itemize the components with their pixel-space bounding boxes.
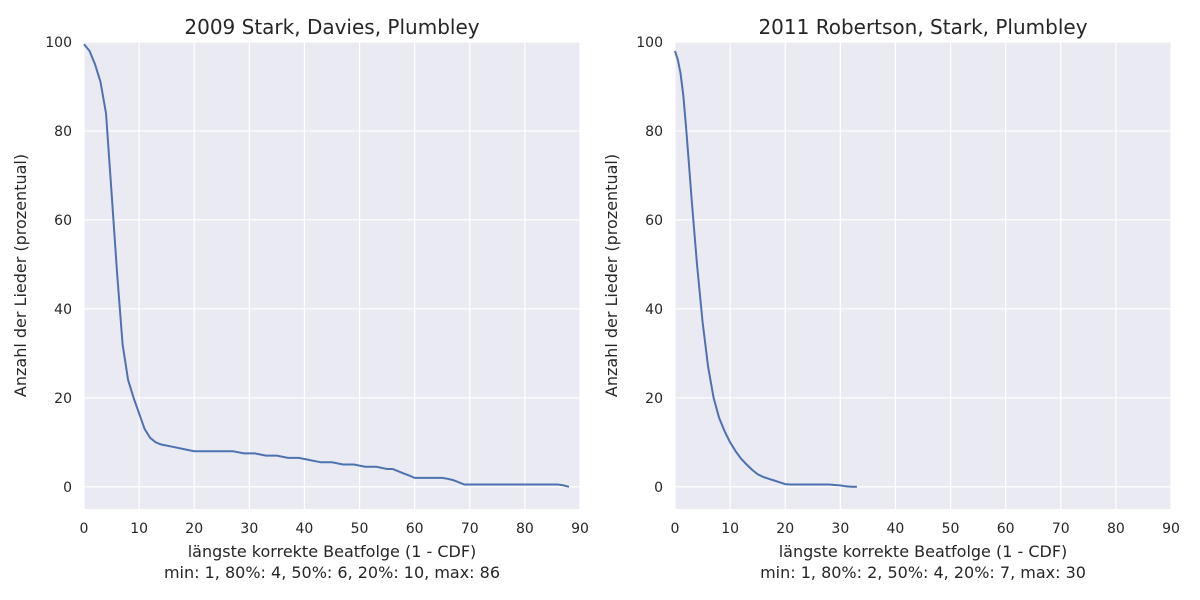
x-axis-label: längste korrekte Beatfolge (1 - CDF) bbox=[779, 542, 1068, 561]
x-axis-stats: min: 1, 80%: 2, 50%: 4, 20%: 7, max: 30 bbox=[760, 563, 1086, 582]
x-axis-label: längste korrekte Beatfolge (1 - CDF) bbox=[188, 542, 477, 561]
x-tick-label: 40 bbox=[296, 521, 314, 537]
y-tick-label: 80 bbox=[645, 124, 663, 140]
x-tick-label: 50 bbox=[351, 521, 369, 537]
x-tick-label: 50 bbox=[942, 521, 960, 537]
plot-area bbox=[675, 42, 1171, 509]
x-tick-label: 20 bbox=[776, 521, 794, 537]
y-tick-label: 40 bbox=[645, 302, 663, 318]
chart-panel-1: 0 10 20 30 40 50 60 70 80 90 0 20 40 60 80 100 2009 Star… bbox=[11, 15, 589, 582]
series-line bbox=[83, 43, 570, 488]
y-tick-label: 20 bbox=[645, 391, 663, 407]
x-tick-label: 60 bbox=[997, 521, 1015, 537]
x-tick-label: 70 bbox=[1052, 521, 1070, 537]
x-axis-stats: min: 1, 80%: 4, 50%: 6, 20%: 10, max: 86 bbox=[164, 563, 500, 582]
y-tick-label: 20 bbox=[54, 391, 72, 407]
chart-title: 2011 Robertson, Stark, Plumbley bbox=[758, 15, 1087, 39]
y-axis-label: Anzahl der Lieder (prozentual) bbox=[602, 154, 621, 397]
y-axis-label: Anzahl der Lieder (prozentual) bbox=[11, 154, 30, 397]
plot-area bbox=[84, 42, 580, 509]
x-tick-label: 10 bbox=[721, 521, 739, 537]
chart-panel-2: 0 10 20 30 40 50 60 70 80 90 0 20 40 60 80 100 2011 Robe… bbox=[602, 15, 1180, 582]
x-tick-label: 60 bbox=[406, 521, 424, 537]
x-tick-label: 80 bbox=[1107, 521, 1125, 537]
x-tick-label: 40 bbox=[887, 521, 905, 537]
x-tick-label: 10 bbox=[130, 521, 148, 537]
x-tick-label: 90 bbox=[571, 521, 589, 537]
y-tick-label: 0 bbox=[654, 480, 663, 496]
x-tick-label: 70 bbox=[461, 521, 479, 537]
y-tick-label: 100 bbox=[45, 35, 72, 51]
x-tick-label: 90 bbox=[1162, 521, 1180, 537]
chart-title: 2009 Stark, Davies, Plumbley bbox=[184, 15, 479, 39]
x-tick-label: 0 bbox=[80, 521, 89, 537]
y-tick-label: 60 bbox=[54, 213, 72, 229]
y-tick-label: 40 bbox=[54, 302, 72, 318]
x-tick-label: 80 bbox=[516, 521, 534, 537]
y-tick-label: 0 bbox=[63, 480, 72, 496]
x-tick-label: 30 bbox=[240, 521, 258, 537]
x-tick-label: 20 bbox=[185, 521, 203, 537]
x-tick-label: 0 bbox=[671, 521, 680, 537]
y-tick-label: 100 bbox=[636, 35, 663, 51]
y-tick-label: 80 bbox=[54, 124, 72, 140]
x-tick-label: 30 bbox=[831, 521, 849, 537]
series-line bbox=[674, 50, 857, 488]
y-tick-label: 60 bbox=[645, 213, 663, 229]
